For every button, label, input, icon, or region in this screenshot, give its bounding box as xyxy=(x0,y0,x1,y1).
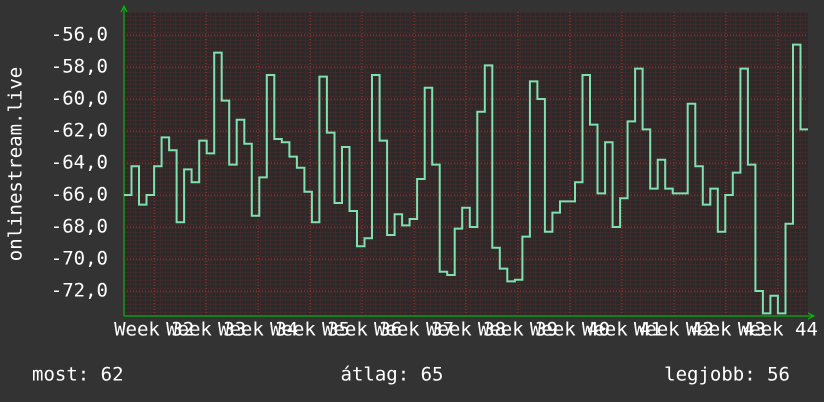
x-tick-label: Week 43 xyxy=(686,319,766,341)
y-tick-label: -58,0 xyxy=(51,56,108,78)
y-tick-label: -68,0 xyxy=(51,216,108,238)
x-tick-label: Week 33 xyxy=(166,319,246,341)
x-tick-label: Week 32 xyxy=(114,319,194,341)
x-tick-label: Week 35 xyxy=(270,319,350,341)
x-tick-label: Week 34 xyxy=(218,319,298,341)
x-tick-label: Week 37 xyxy=(374,319,454,341)
x-tick-label: Week 41 xyxy=(582,319,662,341)
y-tick-label: -60,0 xyxy=(51,88,108,110)
x-tick-label: Week 36 xyxy=(322,319,402,341)
x-tick-label: Week 39 xyxy=(478,319,558,341)
y-axis-title: onlinestream.live xyxy=(5,67,27,261)
plot-area xyxy=(124,12,808,316)
x-tick-label: Week 42 xyxy=(634,319,714,341)
y-tick-label: -72,0 xyxy=(51,280,108,302)
y-tick-label: -64,0 xyxy=(51,152,108,174)
x-tick-label: Week 44 xyxy=(738,319,818,341)
x-tick-label: Week 38 xyxy=(426,319,506,341)
y-tick-label: -62,0 xyxy=(51,120,108,142)
stat-best: legjobb: 56 xyxy=(664,364,790,386)
x-tick-label: Week 40 xyxy=(530,319,610,341)
stat-current: most: 62 xyxy=(32,364,124,386)
data-line xyxy=(124,43,808,315)
axes xyxy=(120,4,816,320)
y-tick-label: -66,0 xyxy=(51,184,108,206)
y-tick-label: -56,0 xyxy=(51,24,108,46)
y-tick-label: -70,0 xyxy=(51,248,108,270)
stat-average: átlag: 65 xyxy=(341,364,444,386)
